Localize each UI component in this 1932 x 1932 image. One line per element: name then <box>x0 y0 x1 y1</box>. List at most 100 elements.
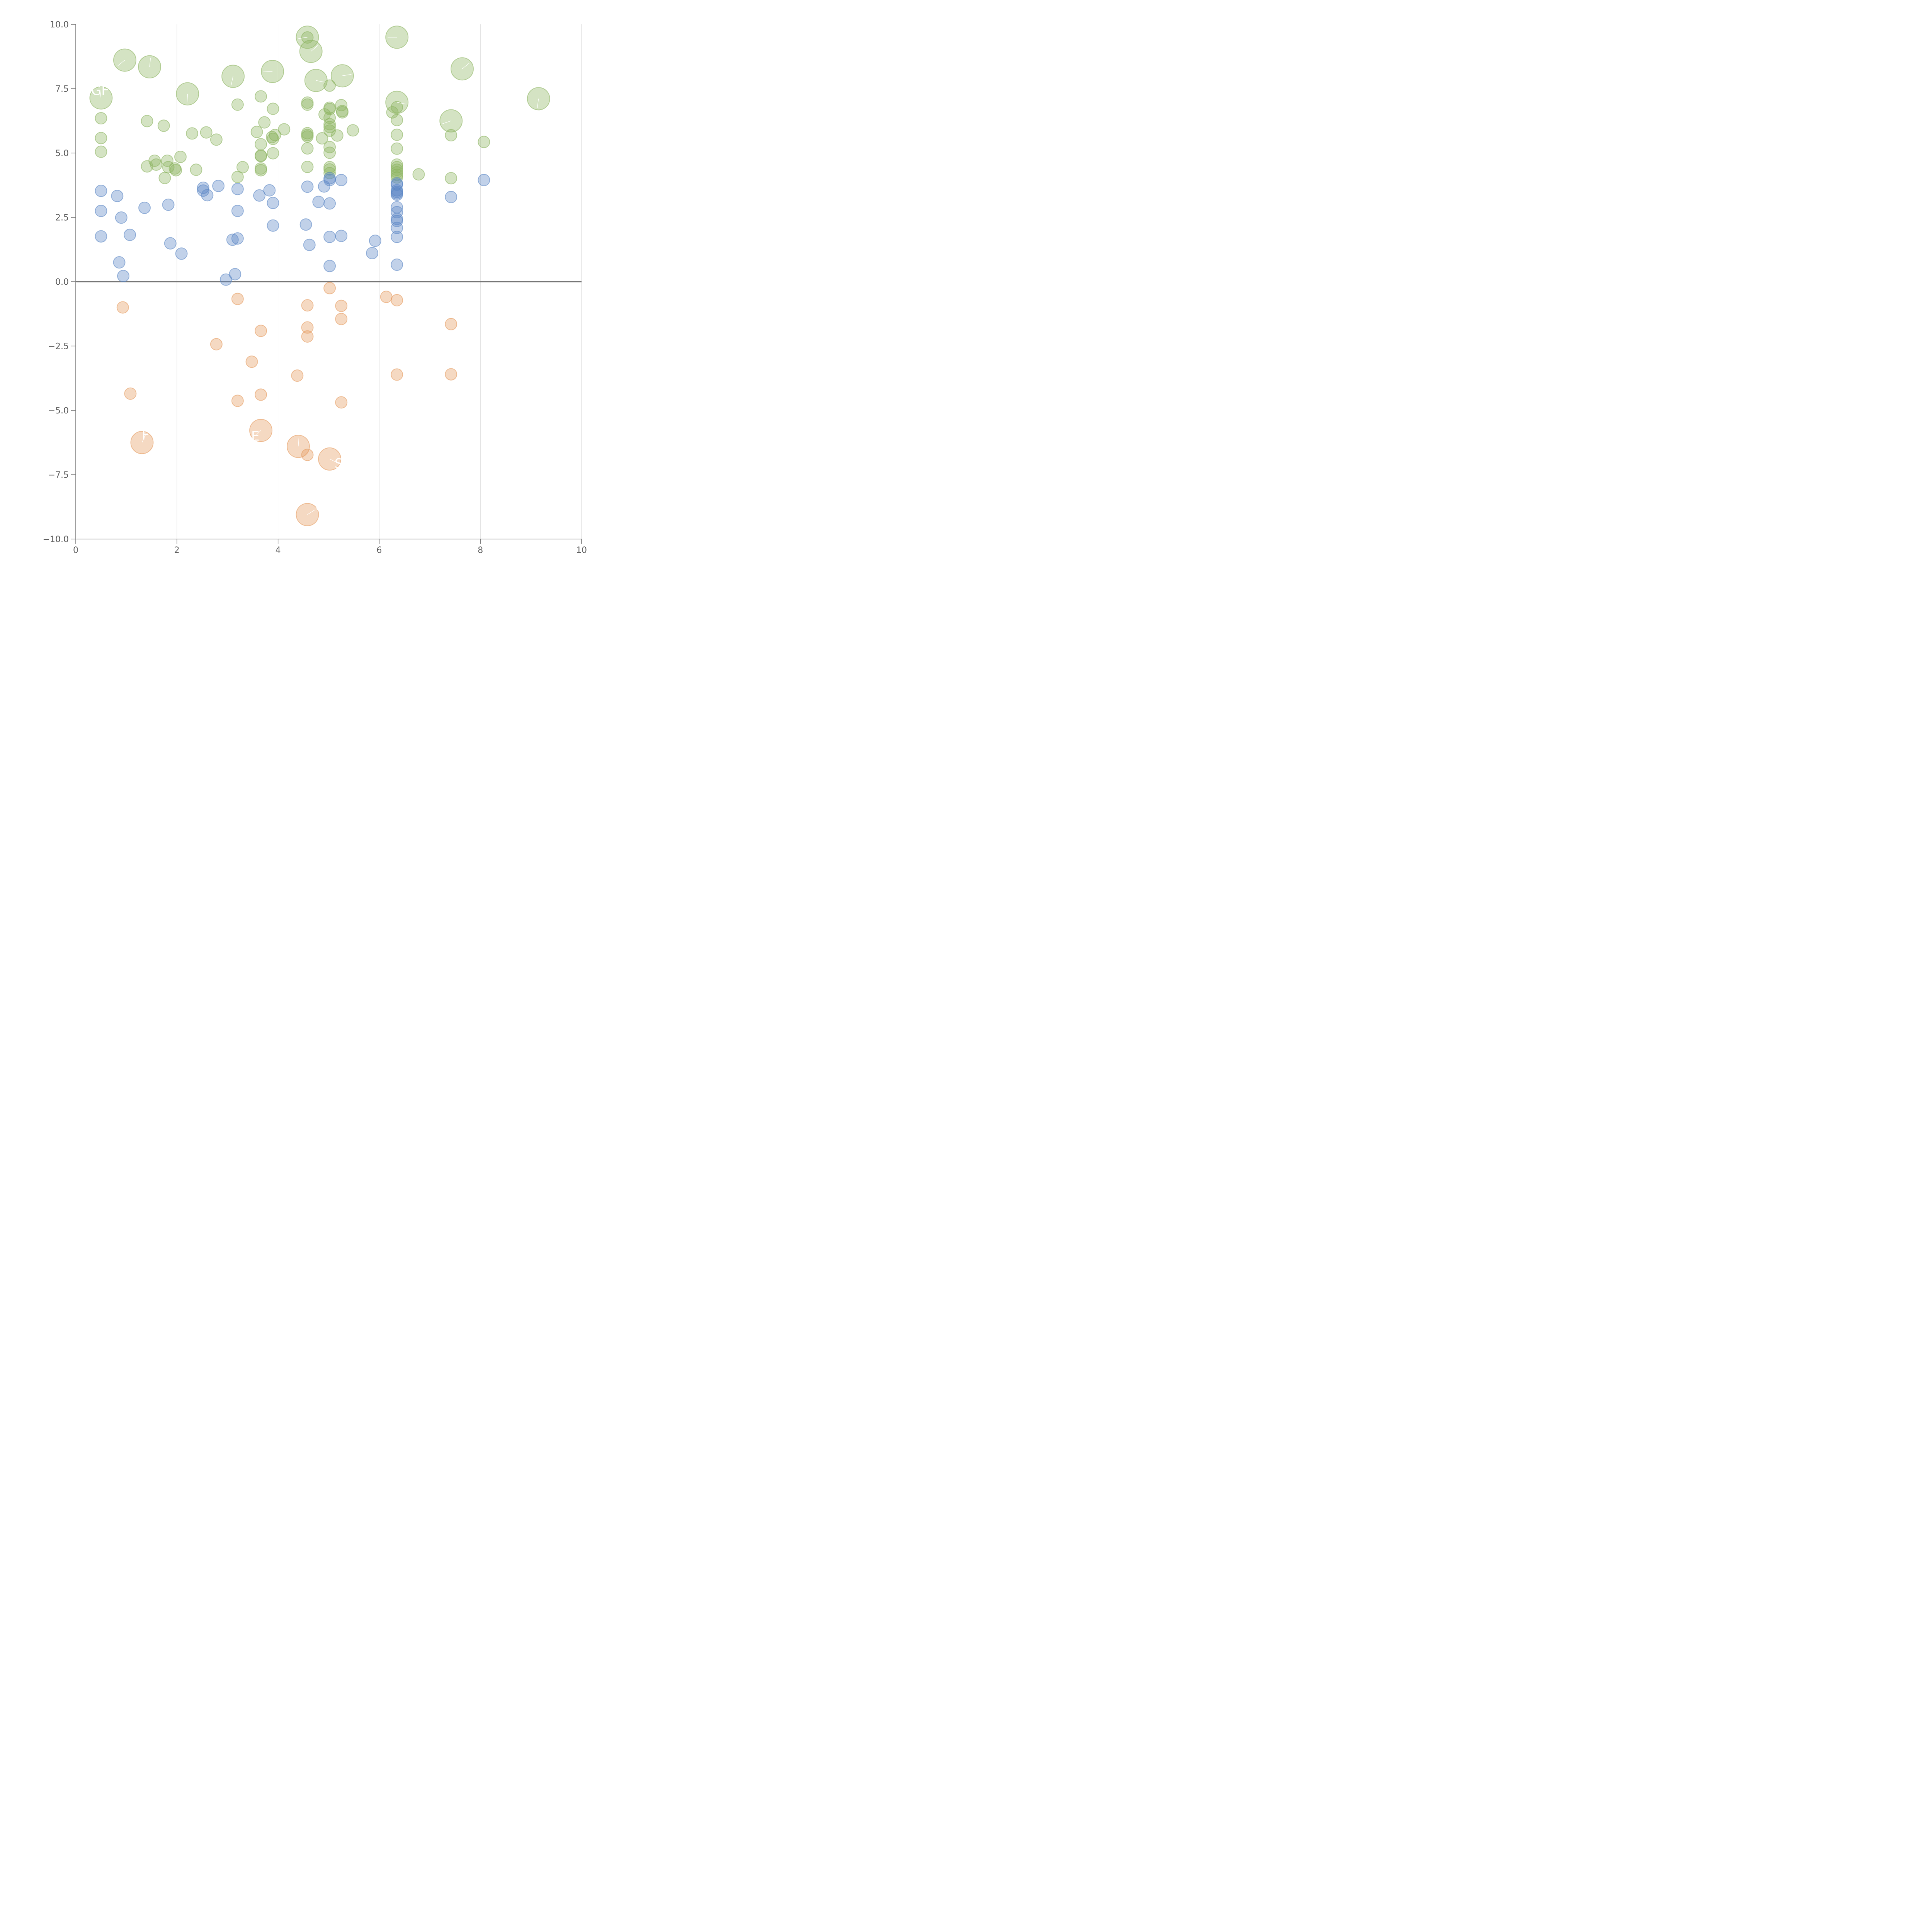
data-point <box>391 259 403 271</box>
data-point <box>255 164 267 177</box>
leader-line <box>149 58 151 67</box>
x-tick-label: 8 <box>478 546 483 555</box>
data-point <box>255 138 267 151</box>
leader-line <box>329 459 338 463</box>
data-point <box>269 129 281 141</box>
data-point <box>115 211 128 224</box>
leader-line <box>298 438 299 447</box>
data-point <box>323 260 336 272</box>
data-point <box>175 247 188 260</box>
data-point <box>445 318 457 330</box>
data-point <box>412 168 425 181</box>
data-point <box>323 282 336 294</box>
data-point <box>158 172 171 184</box>
data-point <box>391 142 403 155</box>
leader-line <box>307 509 316 515</box>
bubbles-layer <box>89 26 550 526</box>
data-point <box>301 321 314 334</box>
data-point <box>391 114 403 126</box>
data-point <box>301 98 314 111</box>
axes: 10.0 7.5 5.0 2.5 0.0 −2.5 −5.0 −7.5 −10.0 0 2 4 6 8 10 <box>43 20 587 555</box>
y-tick-label: 2.5 <box>55 213 69 223</box>
leader-line <box>316 80 325 83</box>
data-point <box>161 154 173 167</box>
data-point <box>323 173 336 186</box>
data-point <box>236 161 249 173</box>
data-point <box>391 168 403 181</box>
data-point <box>190 163 202 176</box>
data-point <box>391 206 403 219</box>
data-point <box>267 219 279 232</box>
data-point <box>157 119 170 132</box>
data-point <box>116 301 129 314</box>
points-layer <box>95 31 490 461</box>
data-point <box>255 90 267 103</box>
x-tick-label: 6 <box>376 546 382 555</box>
data-point <box>445 368 457 381</box>
y-tick-label: 0.0 <box>55 277 69 287</box>
data-point <box>164 237 177 250</box>
data-point <box>323 103 336 116</box>
data-point <box>301 180 314 193</box>
data-point <box>391 368 403 381</box>
data-point <box>335 396 348 409</box>
data-point <box>478 173 490 186</box>
data-point <box>391 231 403 243</box>
data-point <box>347 124 359 137</box>
leader-line <box>462 63 470 69</box>
y-tick-label: −5.0 <box>48 406 69 416</box>
chart-canvas: 10.07.55.02.50.0−2.5−5.0−7.5−10.00 2 4 6 8 10… <box>43 20 587 555</box>
data-point <box>301 330 314 343</box>
scatter-chart: 10.0 7.5 5.0 2.5 0.0 −2.5 −5.0 −7.5 −10.0 0 2 4 6 8 10… <box>0 0 604 604</box>
data-point <box>124 228 136 241</box>
data-point <box>231 204 244 217</box>
data-point <box>267 133 279 145</box>
data-point <box>258 116 271 129</box>
data-point <box>323 167 336 179</box>
x-tick-label: 0 <box>73 546 78 555</box>
data-point <box>312 196 325 208</box>
leader-line <box>187 94 189 103</box>
data-point <box>138 201 151 214</box>
data-point <box>445 129 457 142</box>
y-tick-label: −10.0 <box>43 535 69 544</box>
data-point <box>301 299 314 312</box>
data-point <box>301 130 314 143</box>
data-point <box>331 129 344 142</box>
data-point <box>200 126 213 139</box>
data-point <box>291 369 304 382</box>
data-point <box>95 184 107 197</box>
data-point <box>323 146 336 159</box>
leader-line <box>231 76 233 86</box>
data-point <box>111 190 124 202</box>
data-point <box>323 121 336 133</box>
data-point <box>186 127 199 140</box>
leader-line <box>342 74 352 76</box>
leader-line <box>100 90 102 98</box>
leader-line <box>537 99 539 108</box>
bubble-label: GF <box>91 83 109 98</box>
y-tick-label: 5.0 <box>55 149 69 158</box>
data-point <box>141 115 153 128</box>
data-point <box>323 118 336 131</box>
data-point <box>391 166 403 179</box>
data-point <box>229 268 242 281</box>
data-point <box>369 235 381 247</box>
data-point <box>391 188 403 201</box>
data-point <box>245 355 258 368</box>
leader-line <box>255 430 261 437</box>
data-point <box>255 149 267 162</box>
data-point <box>150 158 163 171</box>
bubble-label: E <box>251 429 259 444</box>
data-point <box>391 221 403 234</box>
data-point <box>95 132 107 145</box>
data-point <box>124 387 137 400</box>
data-point <box>210 133 223 146</box>
data-point <box>263 184 276 197</box>
bubble-labels-layer: GF F E S C <box>91 37 539 515</box>
data-point <box>212 180 225 192</box>
data-point <box>231 395 244 407</box>
data-point <box>174 150 187 163</box>
data-point <box>391 101 403 114</box>
data-point <box>303 238 316 251</box>
